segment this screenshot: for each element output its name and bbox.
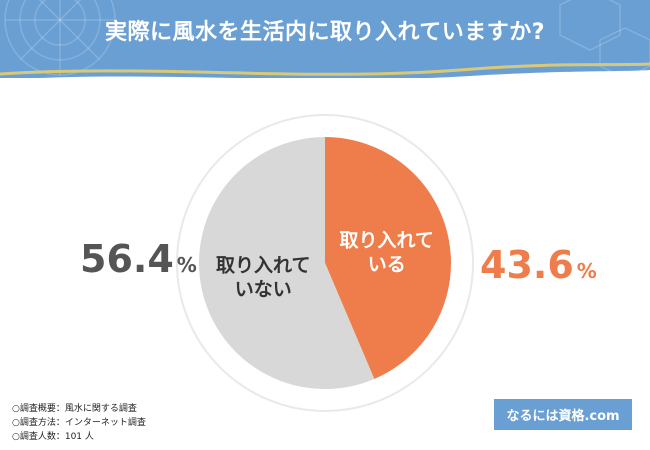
value-unit: %: [576, 259, 597, 283]
pie-slice: [199, 137, 375, 389]
slice-label-line: 取り入れて: [340, 229, 434, 251]
slice-label: 取り入れていない: [216, 255, 310, 301]
header-banner: 実際に風水を生活内に取り入れていますか?: [0, 0, 650, 78]
slice-label-line: 取り入れて: [216, 255, 310, 277]
header-wave-gold: [0, 62, 650, 76]
brand-badge: なるには資格.com: [494, 399, 632, 430]
survey-note: ○調査方法：インターネット調査: [12, 418, 146, 428]
pie-slice: [325, 137, 452, 379]
survey-note: ○調査概要：風水に関する調査: [12, 404, 137, 414]
value-unit: %: [176, 253, 197, 277]
header-wave-white: [0, 70, 650, 80]
value-number: 43.6: [480, 243, 574, 287]
page-title: 実際に風水を生活内に取り入れていますか?: [104, 20, 546, 45]
survey-note: ○調査人数：101 人: [12, 432, 94, 442]
slice-label-line: いる: [368, 253, 406, 275]
value-label-adopting: 43.6%: [480, 246, 597, 284]
slice-label-line: いない: [235, 279, 292, 301]
survey-notes: ○調査概要：風水に関する調査 ○調査方法：インターネット調査 ○調査人数：101…: [12, 402, 146, 444]
value-number: 56.4: [80, 237, 174, 281]
slice-label: 取り入れている: [340, 229, 434, 275]
value-label-not-adopting: 56.4%: [80, 240, 197, 278]
